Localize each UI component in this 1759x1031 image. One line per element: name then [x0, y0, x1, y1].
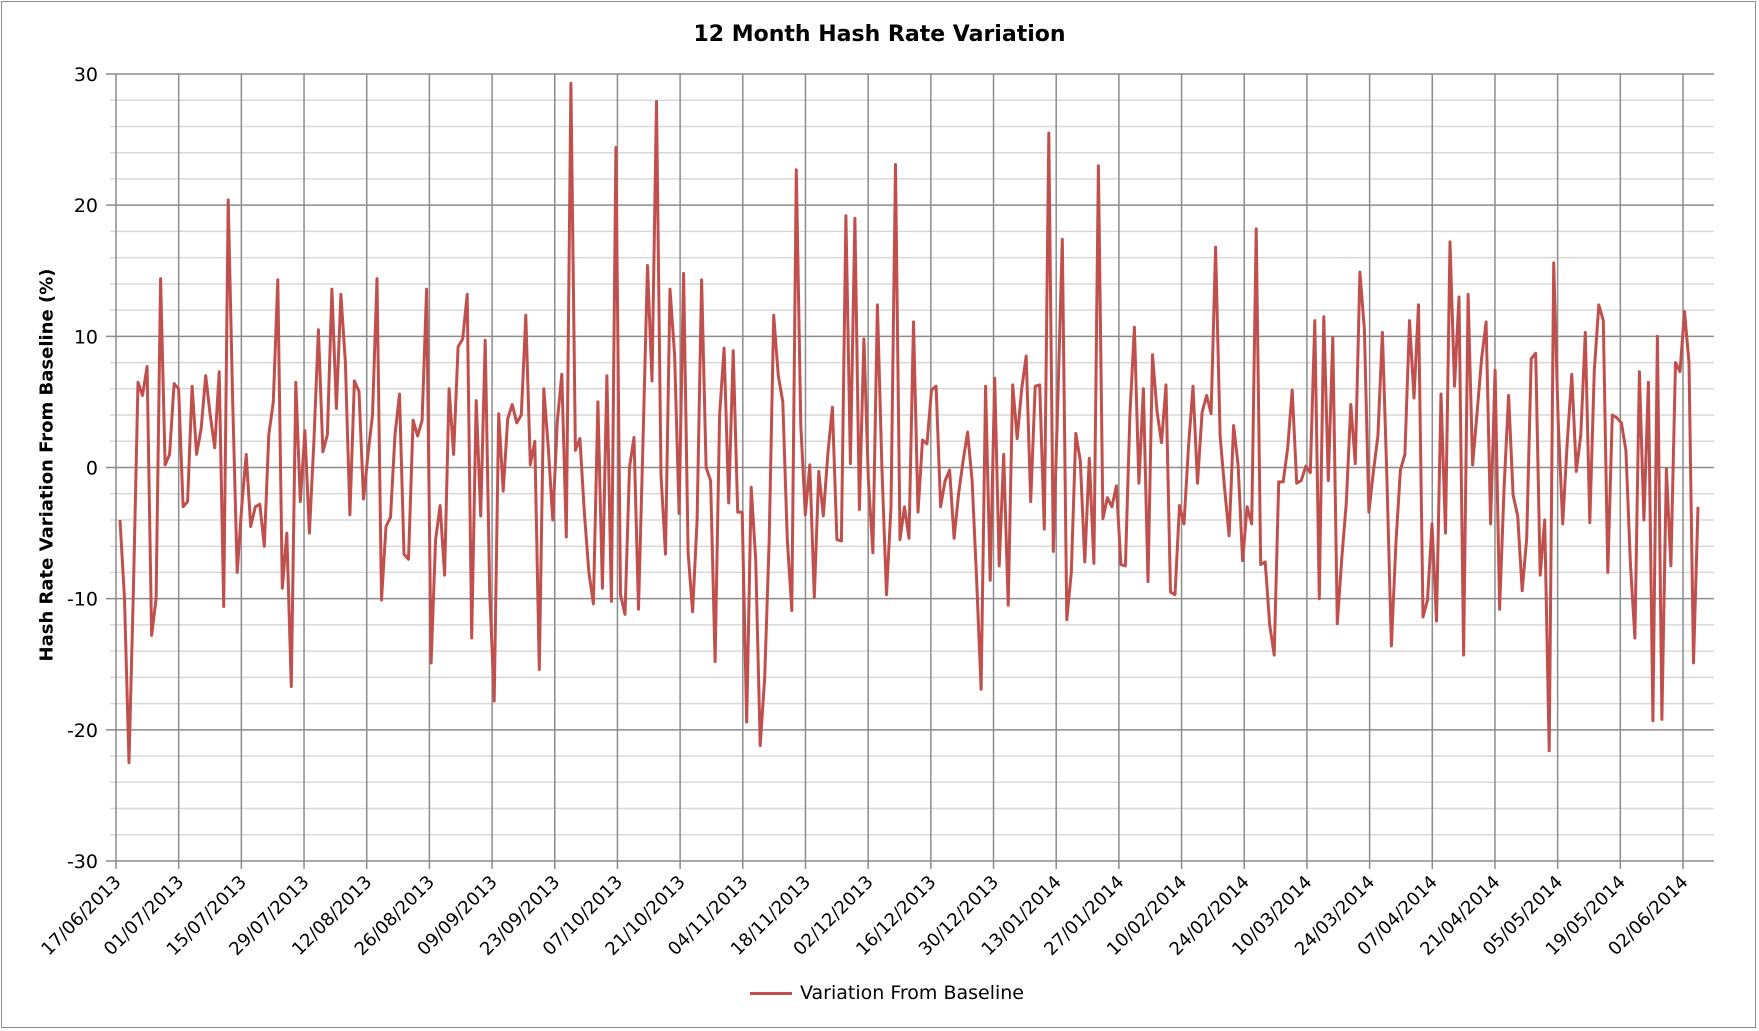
- y-axis-ticks: -30 -20 -10 0 10 20 30: [67, 64, 98, 873]
- y-tick-label: 20: [74, 195, 98, 217]
- chart-title: 12 Month Hash Rate Variation: [693, 22, 1066, 47]
- major-gridlines: [106, 73, 1714, 869]
- y-tick-label: -10: [67, 589, 98, 611]
- y-tick-label: 0: [86, 458, 98, 480]
- legend-line-swatch-icon: [750, 991, 792, 995]
- x-axis-ticks: 17/06/201301/07/201315/07/201329/07/2013…: [37, 872, 1692, 960]
- legend: Variation From Baseline: [750, 982, 1024, 1004]
- y-tick-label: -30: [67, 851, 98, 873]
- y-tick-label: 10: [74, 326, 98, 348]
- series-line-variation-from-baseline: [118, 81, 1700, 765]
- y-tick-label: 30: [74, 64, 98, 86]
- legend-label: Variation From Baseline: [800, 982, 1025, 1004]
- y-tick-label: -20: [67, 720, 98, 742]
